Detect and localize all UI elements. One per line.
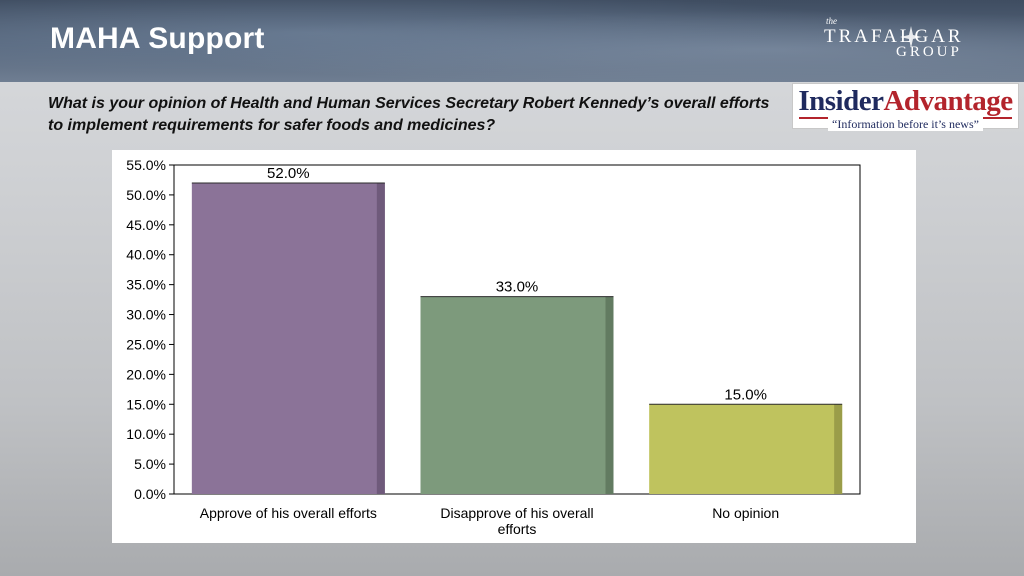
x-category-label: efforts bbox=[498, 521, 537, 537]
bar-chart: 0.0% 5.0% 10.0% 15.0% 20.0% 25.0% 30.0% 35.0% 40… bbox=[126, 157, 861, 537]
x-category-label: Disapprove of his overall bbox=[440, 505, 593, 521]
y-tick-label: 25.0% bbox=[126, 336, 166, 352]
y-tick-label: 50.0% bbox=[126, 187, 166, 203]
x-category-label: No opinion bbox=[712, 505, 779, 521]
bar bbox=[191, 182, 385, 495]
y-tick-label: 20.0% bbox=[126, 366, 166, 382]
y-tick-label: 0.0% bbox=[134, 486, 166, 502]
header-banner: MAHA Support the TRAFALGAR GROUP bbox=[0, 0, 1024, 82]
slide-title: MAHA Support bbox=[50, 22, 265, 55]
bar bbox=[649, 404, 843, 494]
x-category-label: Approve of his overall efforts bbox=[200, 505, 377, 521]
compass-star-icon bbox=[900, 26, 922, 48]
y-tick-label: 45.0% bbox=[126, 217, 166, 233]
logo-tagline-text: “Information before it’s news” bbox=[828, 117, 983, 131]
y-tick-label: 5.0% bbox=[134, 456, 166, 472]
logo-group-text: GROUP bbox=[896, 44, 962, 60]
chart-panel: 0.0% 5.0% 10.0% 15.0% 20.0% 25.0% 30.0% 35.0% 40… bbox=[112, 150, 916, 543]
bar-side-shade bbox=[605, 296, 614, 494]
survey-question: What is your opinion of Health and Human… bbox=[48, 95, 770, 134]
bar-side-shade bbox=[376, 182, 385, 495]
logo-wordmark: InsiderAdvantage bbox=[793, 86, 1018, 116]
y-tick-label: 55.0% bbox=[126, 157, 166, 173]
logo-advantage-text: Advantage bbox=[883, 85, 1013, 117]
y-tick-label: 40.0% bbox=[126, 247, 166, 263]
y-tick-label: 10.0% bbox=[126, 426, 166, 442]
y-tick-label: 15.0% bbox=[126, 396, 166, 412]
bar-value-label: 33.0% bbox=[496, 279, 539, 296]
bar bbox=[420, 296, 614, 494]
bar-value-label: 52.0% bbox=[267, 165, 310, 182]
bar-value-label: 15.0% bbox=[724, 386, 767, 403]
y-tick-label: 30.0% bbox=[126, 307, 166, 323]
logo-trafalgar-text: TRAFALGAR bbox=[824, 26, 964, 47]
logo-the-text: the bbox=[826, 16, 837, 26]
logo-tagline: “Information before it’s news” bbox=[793, 117, 1018, 132]
logo-insider-text: Insider bbox=[798, 85, 884, 117]
trafalgar-group-logo: the TRAFALGAR GROUP bbox=[824, 14, 974, 66]
insider-advantage-logo: InsiderAdvantage “Information before it’… bbox=[792, 83, 1019, 132]
bar-side-shade bbox=[834, 404, 843, 494]
y-tick-label: 35.0% bbox=[126, 277, 166, 293]
